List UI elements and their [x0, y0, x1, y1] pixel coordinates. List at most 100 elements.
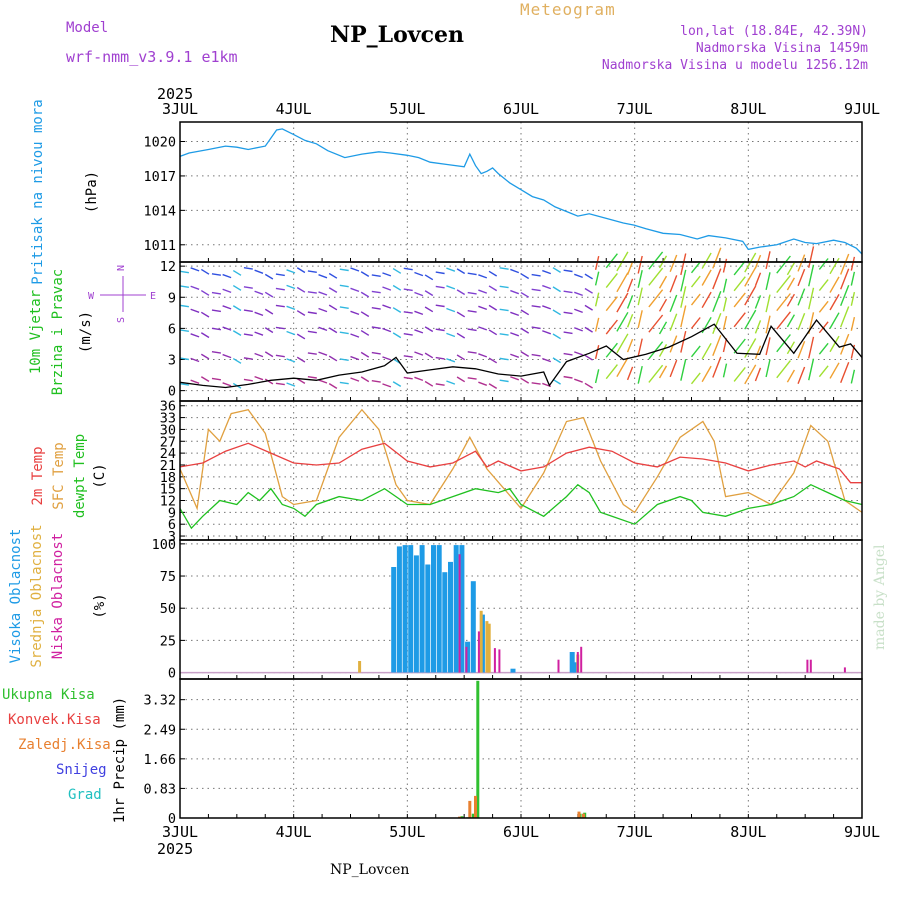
precip-unit: 1hr Precip (mm)	[112, 697, 128, 823]
wind-arrow	[542, 284, 552, 290]
wind-arrow	[648, 251, 664, 270]
wind-arrow	[510, 311, 520, 317]
wind-arrow	[542, 357, 552, 363]
wind-arrow	[467, 310, 477, 313]
precip-legend-1: Konvek.Kisa	[8, 712, 101, 728]
cloud-bar	[493, 648, 496, 673]
time-tick-bottom: 9JUL	[844, 823, 880, 841]
wind-arrow	[371, 274, 381, 277]
wind-arrow	[222, 382, 232, 387]
wind-arrow	[669, 335, 678, 353]
wind-arrow	[552, 309, 561, 316]
precip-bar	[460, 816, 464, 818]
y-tick-label: 0	[168, 666, 176, 682]
wind-arrow	[669, 254, 678, 272]
wind-arrow	[435, 271, 445, 275]
y-tick-label: 1014	[143, 203, 176, 219]
wind-arrow	[328, 327, 338, 334]
y-tick-label: 1.66	[143, 752, 176, 768]
wind-arrow	[658, 365, 668, 379]
wind-arrow	[275, 287, 285, 291]
wind-arrow	[179, 357, 190, 361]
y-tick-label: 36	[160, 399, 176, 415]
wind-arrow	[680, 305, 687, 328]
wind-arrow	[616, 333, 629, 354]
wind-arrow	[403, 333, 413, 336]
wind-arrow	[414, 376, 424, 382]
station-title: NP_Lovcen	[330, 22, 464, 48]
wind-arrow	[510, 289, 520, 295]
wind-arrow	[275, 273, 285, 277]
cloud-bar	[479, 610, 483, 673]
cloud-bar	[510, 668, 516, 673]
wind-arrow	[499, 357, 509, 361]
wind-arrow	[722, 258, 728, 273]
wind-arrow	[371, 380, 381, 383]
wind-arrow	[264, 351, 274, 358]
wind-arrows	[179, 246, 856, 389]
y-tick-label: 12	[160, 494, 176, 510]
wind-arrow	[200, 311, 210, 318]
wind-arrow	[467, 291, 477, 295]
wind-arrow	[829, 257, 840, 275]
wind-arrow	[307, 375, 317, 379]
wind-arrow	[232, 269, 242, 276]
wind-arrow	[765, 337, 771, 356]
wind-arrow	[574, 273, 583, 279]
wind-arrow	[754, 272, 762, 287]
wind-arrow	[371, 290, 381, 294]
wind-arrow	[254, 331, 264, 336]
wind-arrow	[712, 312, 722, 334]
wind-arrow	[350, 267, 360, 272]
wind-arrow	[531, 305, 541, 308]
time-tick-bottom: 3JUL	[162, 823, 198, 841]
wind-arrow	[850, 291, 856, 306]
wind-arrow	[222, 273, 232, 279]
wind-arrow	[658, 298, 668, 312]
wind-arrow	[339, 306, 349, 309]
wind-arrow	[701, 269, 712, 286]
wind-arrow	[371, 307, 381, 310]
wind-arrow	[286, 330, 296, 336]
cloud-bar	[459, 545, 465, 673]
precip-legend-4: Grad	[68, 787, 102, 803]
wind-arrow	[403, 288, 413, 292]
wind-arrow	[499, 285, 509, 289]
wind-arrow	[584, 304, 593, 311]
compass-s: S	[116, 317, 127, 323]
cloud-bar	[573, 662, 579, 673]
wind-arrow	[797, 312, 806, 331]
wind-arrow	[190, 285, 200, 290]
wind-arrow	[435, 328, 445, 332]
wind-arrow	[754, 320, 762, 334]
cloud-bar	[408, 545, 414, 673]
precip-bar	[476, 680, 480, 818]
sfc-temp-label: SFC Temp	[51, 442, 67, 509]
wind-arrow	[211, 377, 222, 381]
time-tick-bottom: 6JUL	[503, 823, 539, 841]
wind-arrow	[626, 295, 634, 309]
cloud-bar	[557, 659, 560, 673]
wind-arrow	[776, 360, 791, 379]
wind-arrow	[435, 304, 445, 308]
wind-arrow	[435, 356, 445, 360]
y-tick-label: 18	[160, 470, 176, 486]
cloud-bar	[442, 572, 448, 673]
wind-arrow	[776, 274, 791, 294]
wind-arrow	[605, 319, 618, 335]
y-tick-label: 21	[160, 458, 176, 474]
wind-arrow	[254, 375, 264, 381]
wind-arrow	[584, 287, 593, 294]
wind-arrow	[808, 246, 815, 268]
wind-arrow	[797, 268, 806, 287]
wind-arrow	[414, 271, 424, 277]
wind-arrow	[275, 382, 285, 386]
wind-arrow	[616, 292, 629, 313]
wind-arrow	[712, 356, 722, 378]
elevation-label: Nadmorska Visina 1459m	[695, 41, 868, 56]
wind-arrow	[222, 353, 232, 359]
wind-arrow	[360, 329, 370, 336]
wind-arrow	[296, 310, 306, 316]
wind-arrow	[392, 284, 402, 291]
wind-arrow	[690, 345, 701, 358]
